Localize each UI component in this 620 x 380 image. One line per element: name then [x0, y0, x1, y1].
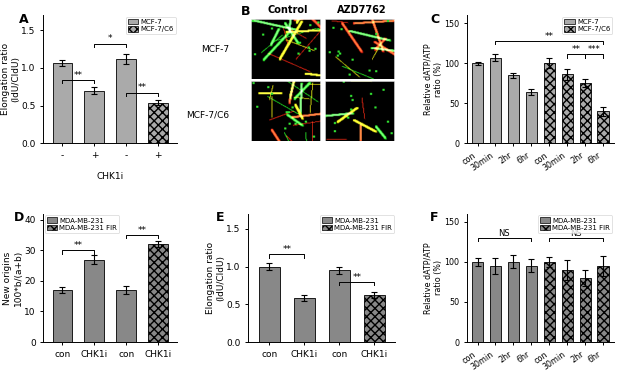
Text: **: ** [572, 45, 581, 54]
Legend: MDA-MB-231, MDA-MB-231 FIR: MDA-MB-231, MDA-MB-231 FIR [538, 215, 613, 233]
Text: **: ** [138, 226, 146, 235]
Bar [544, 262, 555, 342]
Text: NS: NS [570, 228, 582, 238]
Text: B: B [241, 5, 250, 18]
Bar [84, 260, 104, 342]
Y-axis label: Relative dATP/ATP
ratio (%): Relative dATP/ATP ratio (%) [423, 242, 443, 314]
Bar [329, 271, 350, 342]
Y-axis label: Elongation ratio
(IdU/CIdU): Elongation ratio (IdU/CIdU) [206, 242, 225, 314]
Text: MCF-7/C6: MCF-7/C6 [186, 111, 229, 120]
Text: *: * [108, 34, 112, 43]
Bar [84, 90, 104, 143]
Bar [598, 111, 609, 143]
Y-axis label: Relative dATP/ATP
ratio (%): Relative dATP/ATP ratio (%) [423, 43, 443, 115]
Bar [490, 58, 501, 143]
Bar [580, 83, 591, 143]
Bar [472, 63, 483, 143]
Bar [363, 295, 385, 342]
Bar [508, 75, 519, 143]
Text: F: F [430, 211, 438, 224]
Bar [562, 270, 573, 342]
Bar [526, 266, 537, 342]
Bar [53, 63, 73, 143]
Bar [117, 59, 136, 143]
Text: Control: Control [268, 5, 308, 15]
Bar [544, 63, 555, 143]
Text: E: E [216, 211, 224, 224]
Legend: MCF-7, MCF-7/C6: MCF-7, MCF-7/C6 [562, 17, 613, 34]
Bar [117, 290, 136, 342]
Text: MCF-7: MCF-7 [201, 45, 229, 54]
Text: CHK1i: CHK1i [97, 172, 124, 181]
Text: A: A [19, 13, 29, 25]
Bar [259, 267, 280, 342]
Text: D: D [14, 211, 24, 224]
Bar [580, 278, 591, 342]
Text: **: ** [138, 83, 146, 92]
Text: C: C [430, 13, 439, 25]
Bar [508, 262, 519, 342]
Bar [490, 266, 501, 342]
Bar [472, 262, 483, 342]
Legend: MDA-MB-231, MDA-MB-231 FIR: MDA-MB-231, MDA-MB-231 FIR [319, 215, 394, 233]
Text: AZD7762: AZD7762 [337, 5, 386, 15]
Bar [293, 298, 315, 342]
Text: ***: *** [588, 45, 600, 54]
Bar [526, 92, 537, 143]
Text: **: ** [282, 245, 291, 254]
Legend: MCF-7, MCF-7/C6: MCF-7, MCF-7/C6 [126, 17, 175, 34]
Bar [148, 244, 168, 342]
Bar [598, 266, 609, 342]
Text: **: ** [352, 273, 361, 282]
Y-axis label: Elongation ratio
(IdU/CIdU): Elongation ratio (IdU/CIdU) [1, 43, 20, 116]
Text: NS: NS [498, 228, 510, 238]
Text: **: ** [74, 241, 83, 250]
Bar [562, 74, 573, 143]
Bar [148, 103, 168, 143]
Legend: MDA-MB-231, MDA-MB-231 FIR: MDA-MB-231, MDA-MB-231 FIR [45, 215, 119, 233]
Bar [53, 290, 73, 342]
Y-axis label: New origins
100*b/(a+b): New origins 100*b/(a+b) [4, 250, 23, 306]
Text: **: ** [74, 71, 83, 79]
Text: **: ** [545, 32, 554, 41]
